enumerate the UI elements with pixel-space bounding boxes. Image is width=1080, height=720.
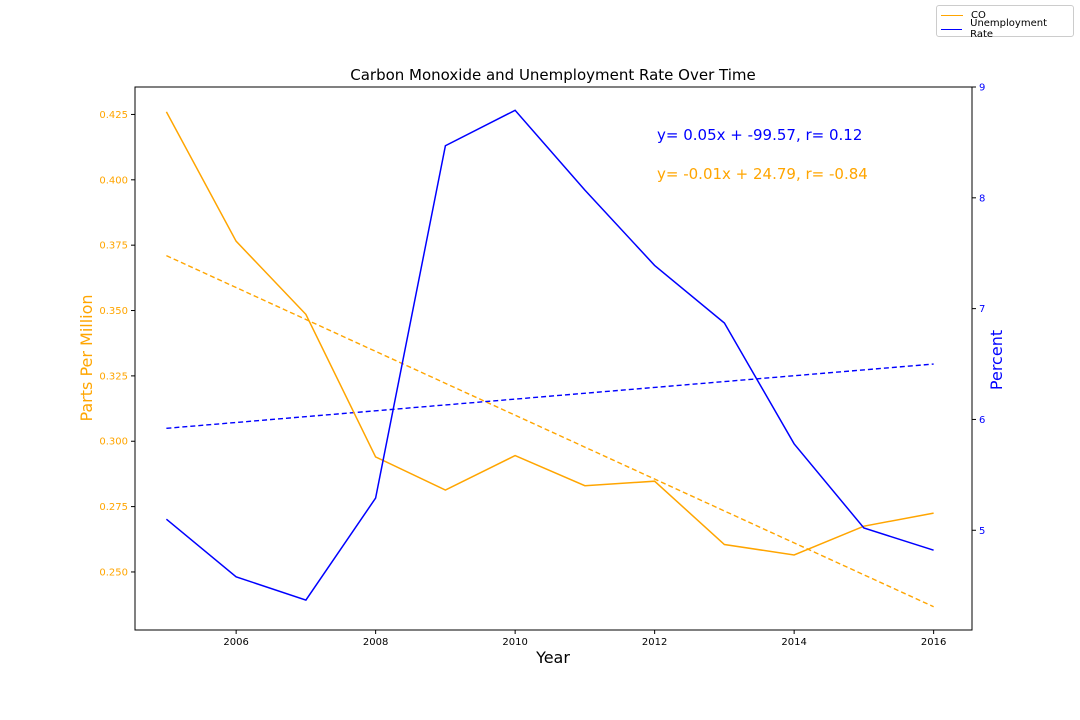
legend-swatch-unemployment (941, 28, 963, 30)
series-lines (165, 109, 934, 601)
x-tick-label: 2012 (642, 637, 667, 648)
legend-entry-co: CO (941, 8, 1069, 22)
legend-label-co: CO (971, 9, 986, 21)
x-tick-label: 2016 (921, 637, 946, 648)
y-right-tick-label: 5 (979, 526, 985, 537)
x-axis: 2006 2008 2010 2012 2014 2016 (223, 630, 946, 648)
series-line-co (165, 111, 934, 556)
plot-frame (134, 86, 973, 631)
trendline-co (166, 254, 934, 608)
y-left-tick-label: 0.350 (99, 306, 128, 317)
y-right-tick-label: 9 (979, 83, 985, 94)
y-right-tick-label: 8 (979, 193, 985, 204)
y-left-tick-label: 0.400 (99, 175, 128, 186)
y-right-tick-label: 7 (979, 304, 985, 315)
x-tick-label: 2010 (502, 637, 527, 648)
x-tick-label: 2008 (363, 637, 388, 648)
legend-swatch-co (941, 14, 963, 16)
y-left-tick-label: 0.325 (99, 371, 128, 382)
y-left-tick-label: 0.375 (99, 241, 128, 252)
y-left-tick-label: 0.275 (99, 502, 128, 513)
series-line-unemployment (165, 109, 934, 601)
chart-legend: CO Unemployment Rate (936, 5, 1074, 40)
legend-entry-unemployment: Unemployment Rate (941, 18, 1069, 40)
y-axis-left: 0.250 0.275 0.300 0.325 0.350 0.375 0.400 0.425 (99, 110, 135, 578)
regression-annotation-co: y= -0.01x + 24.79, r= -0.84 (657, 165, 868, 183)
regression-annotation-unemployment: y= 0.05x + -99.57, r= 0.12 (657, 126, 862, 144)
chart-title: Carbon Monoxide and Unemployment Rate Ov… (350, 66, 755, 84)
x-axis-label: Year (535, 648, 570, 667)
y-axis-left-label: Parts Per Million (77, 294, 96, 421)
y-axis-right-label: Percent (987, 330, 1006, 390)
y-axis-right: 5 6 7 8 9 (972, 83, 985, 537)
legend-label-unemployment: Unemployment Rate (970, 18, 1047, 40)
trendlines (166, 254, 934, 608)
trendline-unemployment (166, 363, 934, 430)
y-right-tick-label: 6 (979, 415, 985, 426)
x-tick-label: 2006 (223, 637, 248, 648)
y-left-tick-label: 0.300 (99, 437, 128, 448)
y-left-tick-label: 0.425 (99, 110, 128, 121)
y-left-tick-label: 0.250 (99, 567, 128, 578)
x-tick-label: 2014 (781, 637, 806, 648)
